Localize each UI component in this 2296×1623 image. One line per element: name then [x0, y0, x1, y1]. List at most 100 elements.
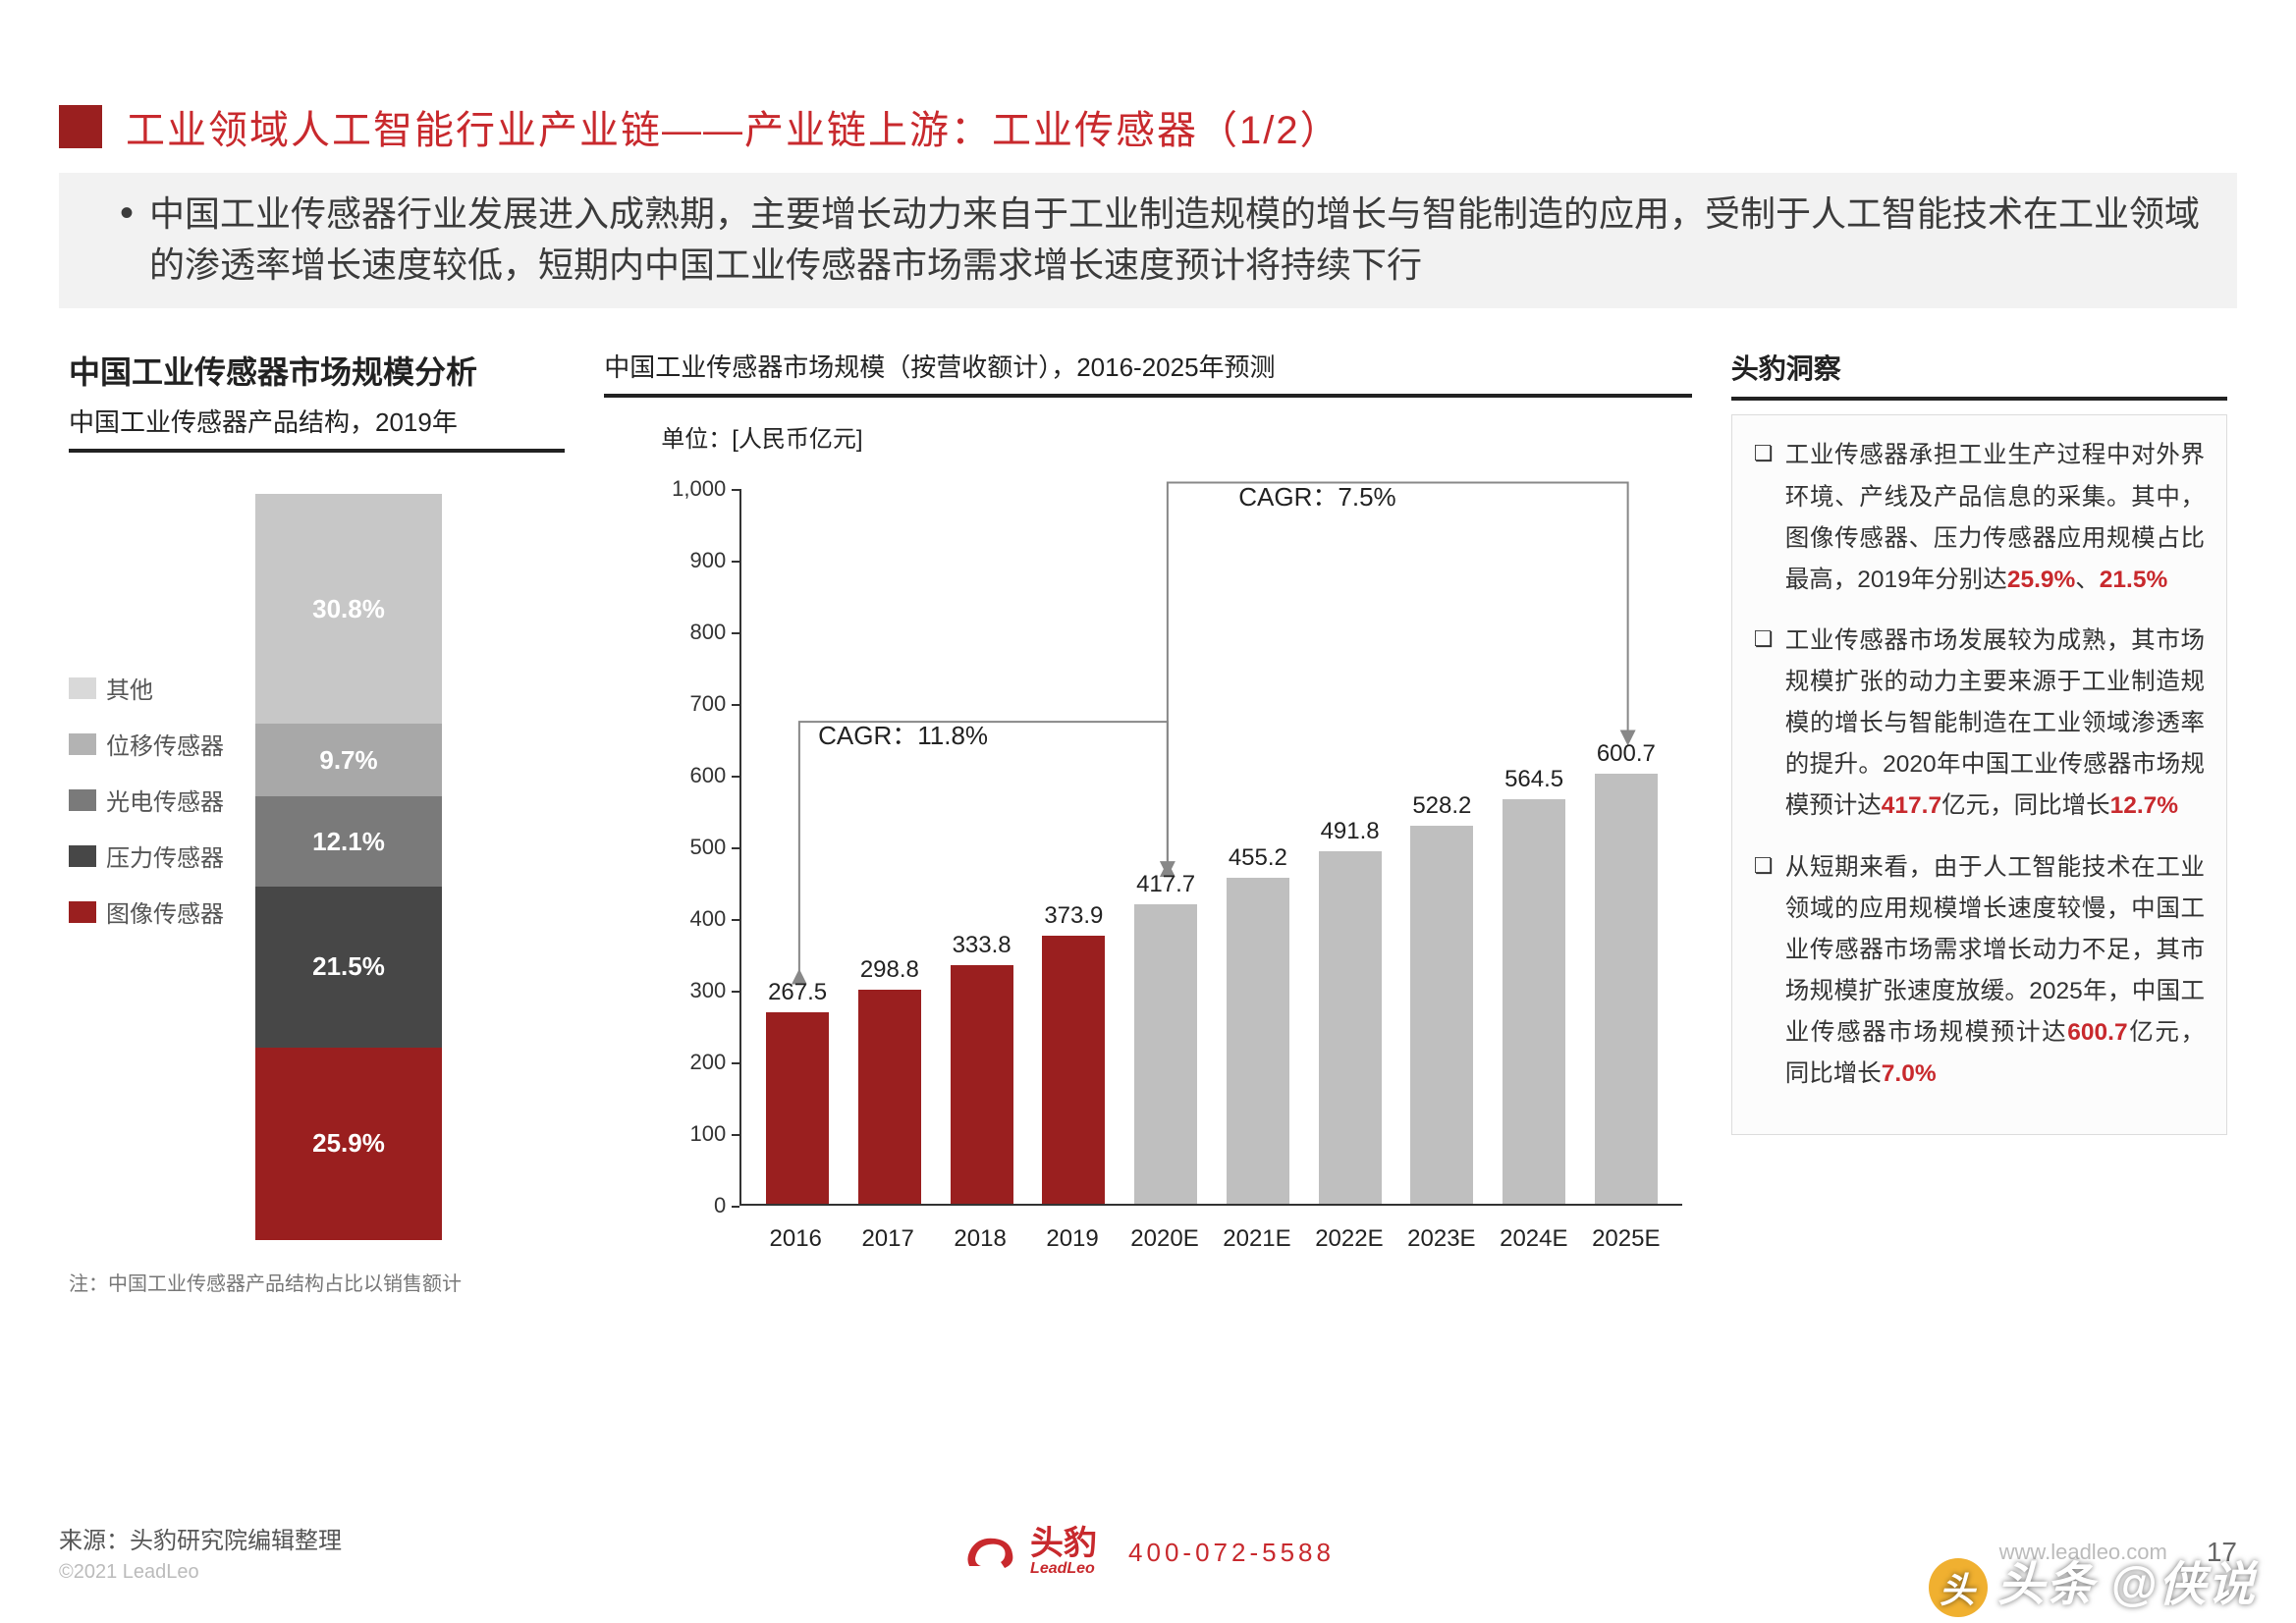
bar-value-label: 455.2 [1229, 844, 1287, 872]
bar-value-label: 600.7 [1597, 740, 1656, 768]
legend-label: 其他 [106, 671, 153, 705]
bar-value-label: 417.7 [1136, 871, 1195, 898]
insights-heading: 头豹洞察 [1731, 348, 2227, 401]
x-tick-label: 2019 [1031, 1225, 1115, 1253]
insights-box: 工业传感器承担工业生产过程中对外界环境、产线及产品信息的采集。其中，图像传感器、… [1731, 414, 2227, 1135]
x-tick-label: 2024E [1493, 1225, 1576, 1253]
bar-rect [951, 965, 1013, 1205]
x-tick-label: 2018 [939, 1225, 1022, 1253]
legend-item: 光电传感器 [69, 783, 255, 817]
legend-swatch [69, 733, 96, 755]
x-tick-label: 2017 [847, 1225, 930, 1253]
bar-group: 298.8 [848, 956, 931, 1204]
legend-label: 光电传感器 [106, 783, 224, 817]
stacked-segment: 21.5% [255, 887, 442, 1047]
phone-number: 400-072-5588 [1128, 1538, 1335, 1568]
legend-label: 图像传感器 [106, 894, 224, 929]
bar-group: 491.8 [1308, 818, 1391, 1204]
bar-group: 333.8 [940, 932, 1022, 1205]
slide-subtitle: 中国工业传感器行业发展进入成熟期，主要增长动力来自于工业制造规模的增长与智能制造… [59, 173, 2237, 308]
legend-swatch [69, 789, 96, 811]
bar-rect [766, 1012, 829, 1204]
legend-item: 其他 [69, 671, 255, 705]
leopard-icon [961, 1529, 1016, 1576]
left-note: 注：中国工业传感器产品结构占比以销售额计 [69, 1268, 565, 1296]
source-text: 来源：头豹研究院编辑整理 [59, 1521, 342, 1555]
y-tick-label: 1,000 [672, 476, 739, 502]
slide-title: 工业领域人工智能行业产业链——产业链上游：工业传感器（1/2） [126, 98, 1341, 155]
stacked-segment: 9.7% [255, 724, 442, 796]
bar-group: 564.5 [1493, 766, 1575, 1204]
y-tick [732, 1206, 739, 1208]
bar-rect [1042, 936, 1105, 1204]
bar-value-label: 267.5 [768, 979, 827, 1006]
bar-group: 373.9 [1032, 902, 1115, 1204]
middle-column: 中国工业传感器市场规模（按营收额计），2016-2025年预测 单位：[人民币亿… [604, 348, 1692, 1296]
y-tick [732, 776, 739, 778]
legend-swatch [69, 845, 96, 867]
footer-logo: 头豹 LeadLeo 400-072-5588 [961, 1527, 1335, 1578]
slide-footer: 来源：头豹研究院编辑整理 ©2021 LeadLeo 头豹 LeadLeo 40… [59, 1521, 2237, 1584]
bar-value-label: 333.8 [953, 932, 1011, 959]
bar-value-label: 373.9 [1044, 902, 1103, 930]
bar-value-label: 491.8 [1321, 818, 1380, 845]
logo-cn: 头豹 [1030, 1527, 1097, 1560]
legend-label: 压力传感器 [106, 839, 224, 873]
cagr-label-2: CAGR：7.5% [1238, 477, 1395, 514]
stacked-bar-chart: 30.8%9.7%12.1%21.5%25.9% [255, 494, 442, 1240]
copyright-text: ©2021 LeadLeo [59, 1561, 342, 1584]
bar-value-label: 564.5 [1504, 766, 1563, 793]
stacked-legend: 其他位移传感器光电传感器压力传感器图像传感器 [69, 494, 255, 950]
x-tick-label: 2020E [1123, 1225, 1207, 1253]
y-tick [732, 632, 739, 634]
legend-swatch [69, 677, 96, 699]
bar-group: 528.2 [1400, 792, 1483, 1205]
stacked-segment: 30.8% [255, 494, 442, 724]
bar-group: 600.7 [1585, 740, 1667, 1205]
x-tick-label: 2016 [754, 1225, 838, 1253]
chart-unit: 单位：[人民币亿元] [661, 419, 1692, 454]
slide-title-row: 工业领域人工智能行业产业链——产业链上游：工业传感器（1/2） [59, 98, 2237, 155]
legend-label: 位移传感器 [106, 727, 224, 761]
bar-group: 455.2 [1217, 844, 1299, 1204]
bar-rect [1503, 799, 1565, 1204]
bar-group: 267.5 [756, 979, 839, 1204]
y-tick [732, 919, 739, 921]
bar-rect [1410, 826, 1473, 1205]
watermark-avatar-icon: 头 [1929, 1558, 1988, 1617]
watermark: 头头条 @侠说 [1929, 1545, 2257, 1617]
y-tick [732, 561, 739, 563]
stacked-segment: 12.1% [255, 796, 442, 887]
bar-chart: 267.5 298.8 333.8 373.9 417.7 455.2 491.8 528.2… [661, 460, 1692, 1265]
legend-item: 压力传感器 [69, 839, 255, 873]
logo-en: LeadLeo [1030, 1560, 1097, 1578]
x-tick-label: 2025E [1585, 1225, 1668, 1253]
insight-item: 工业传感器承担工业生产过程中对外界环境、产线及产品信息的采集。其中，图像传感器、… [1754, 435, 2205, 601]
title-block-icon [59, 105, 102, 148]
cagr-label-1: CAGR：11.8% [818, 716, 988, 752]
bar-rect [1595, 774, 1658, 1205]
y-tick [732, 704, 739, 706]
left-heading: 中国工业传感器市场规模分析 [69, 348, 565, 393]
y-tick [732, 1134, 739, 1136]
bar-rect [1227, 878, 1289, 1204]
bar-rect [1319, 851, 1382, 1204]
y-tick [732, 1062, 739, 1064]
insight-item: 从短期来看，由于人工智能技术在工业领域的应用规模增长速度较慢，中国工业传感器市场… [1754, 847, 2205, 1096]
bar-rect [858, 990, 921, 1204]
watermark-text: 头条 @侠说 [1997, 1559, 2257, 1611]
right-column: 头豹洞察 工业传感器承担工业生产过程中对外界环境、产线及产品信息的采集。其中，图… [1731, 348, 2227, 1296]
chart-title: 中国工业传感器市场规模（按营收额计），2016-2025年预测 [604, 348, 1692, 398]
y-tick [732, 991, 739, 993]
legend-swatch [69, 901, 96, 923]
legend-item: 图像传感器 [69, 894, 255, 929]
stacked-segment: 25.9% [255, 1048, 442, 1241]
y-tick [732, 489, 739, 491]
bar-rect [1134, 904, 1197, 1204]
legend-item: 位移传感器 [69, 727, 255, 761]
x-tick-label: 2022E [1308, 1225, 1392, 1253]
y-tick [732, 847, 739, 849]
bar-group: 417.7 [1124, 871, 1207, 1204]
x-tick-label: 2021E [1216, 1225, 1299, 1253]
left-column: 中国工业传感器市场规模分析 中国工业传感器产品结构，2019年 其他位移传感器光… [69, 348, 565, 1296]
